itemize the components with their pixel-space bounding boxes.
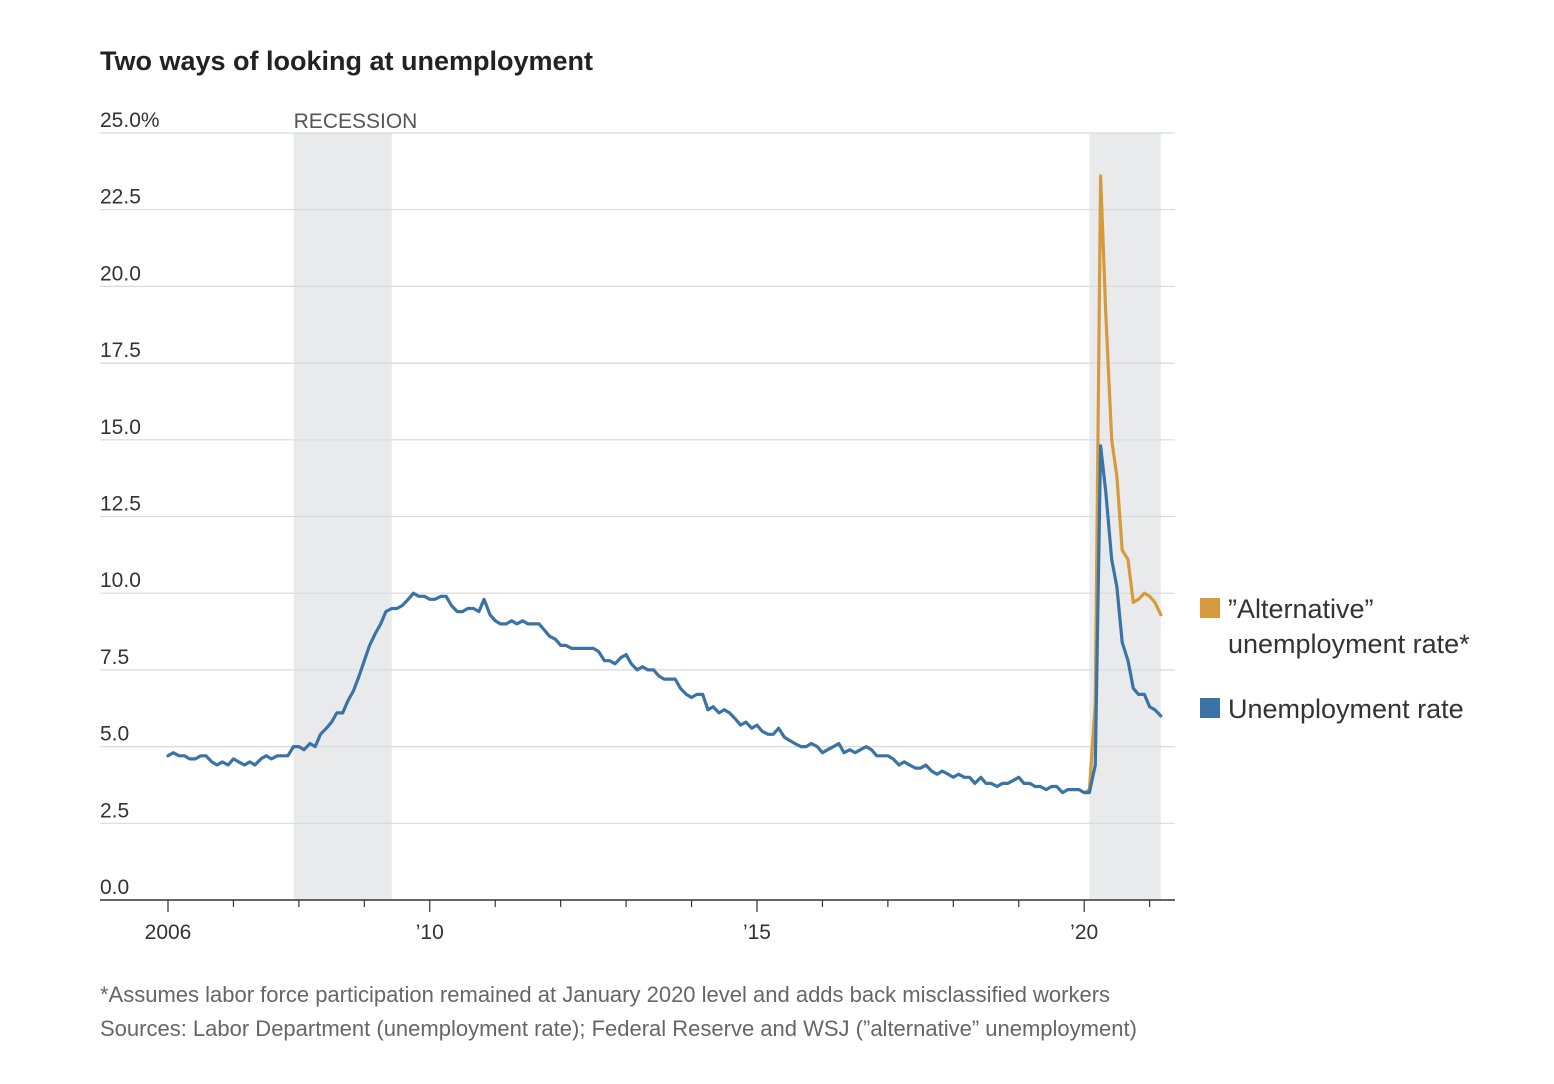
y-axis-labels: 0.0 2.5 5.0 7.5 10.0 12.5 15.0 17.5 20.0 22.5 25.0… bbox=[100, 109, 160, 899]
legend-swatch-1 bbox=[1200, 598, 1220, 618]
x-tick-label: ’10 bbox=[416, 921, 444, 944]
gridlines bbox=[100, 132, 1175, 824]
y-tick-label: 5.0 bbox=[100, 723, 129, 746]
y-tick-label: 2.5 bbox=[100, 799, 129, 822]
series-line-alternative-rate bbox=[1082, 174, 1163, 795]
y-tick-label: 17.5 bbox=[100, 339, 141, 362]
y-tick-label: 25.0% bbox=[100, 109, 160, 132]
sources-note: Sources: Labor Department (unemployment … bbox=[100, 1016, 1137, 1041]
x-tick-label: ’15 bbox=[743, 921, 771, 944]
y-tick-label: 15.0 bbox=[100, 416, 141, 439]
y-tick-label: 0.0 bbox=[100, 876, 129, 899]
recession-label: RECESSION bbox=[294, 110, 418, 133]
footnote: *Assumes labor force participation remai… bbox=[100, 982, 1111, 1007]
y-tick-label: 7.5 bbox=[100, 646, 129, 669]
x-tick-label: ’20 bbox=[1070, 921, 1098, 944]
recession-bands: RECESSION bbox=[293, 110, 1161, 900]
legend-label-1: ”Alternative” bbox=[1228, 594, 1374, 624]
y-tick-label: 22.5 bbox=[100, 186, 141, 209]
y-tick-label: 20.0 bbox=[100, 262, 141, 285]
y-tick-label: 10.0 bbox=[100, 569, 141, 592]
chart-title: Two ways of looking at unemployment bbox=[100, 46, 594, 76]
series-lines bbox=[166, 174, 1163, 795]
legend-label-1: unemployment rate* bbox=[1228, 629, 1470, 659]
legend: ”Alternative” unemployment rate* Unemploym… bbox=[1200, 594, 1470, 724]
legend-label-2: Unemployment rate bbox=[1228, 694, 1464, 724]
legend-swatch-2 bbox=[1200, 698, 1220, 718]
y-tick-label: 12.5 bbox=[100, 493, 141, 516]
series-line-unemployment-rate bbox=[166, 444, 1163, 795]
x-tick-label: 2006 bbox=[145, 921, 192, 944]
x-axis: 2006 ’10 ’15 ’20 bbox=[100, 899, 1175, 944]
